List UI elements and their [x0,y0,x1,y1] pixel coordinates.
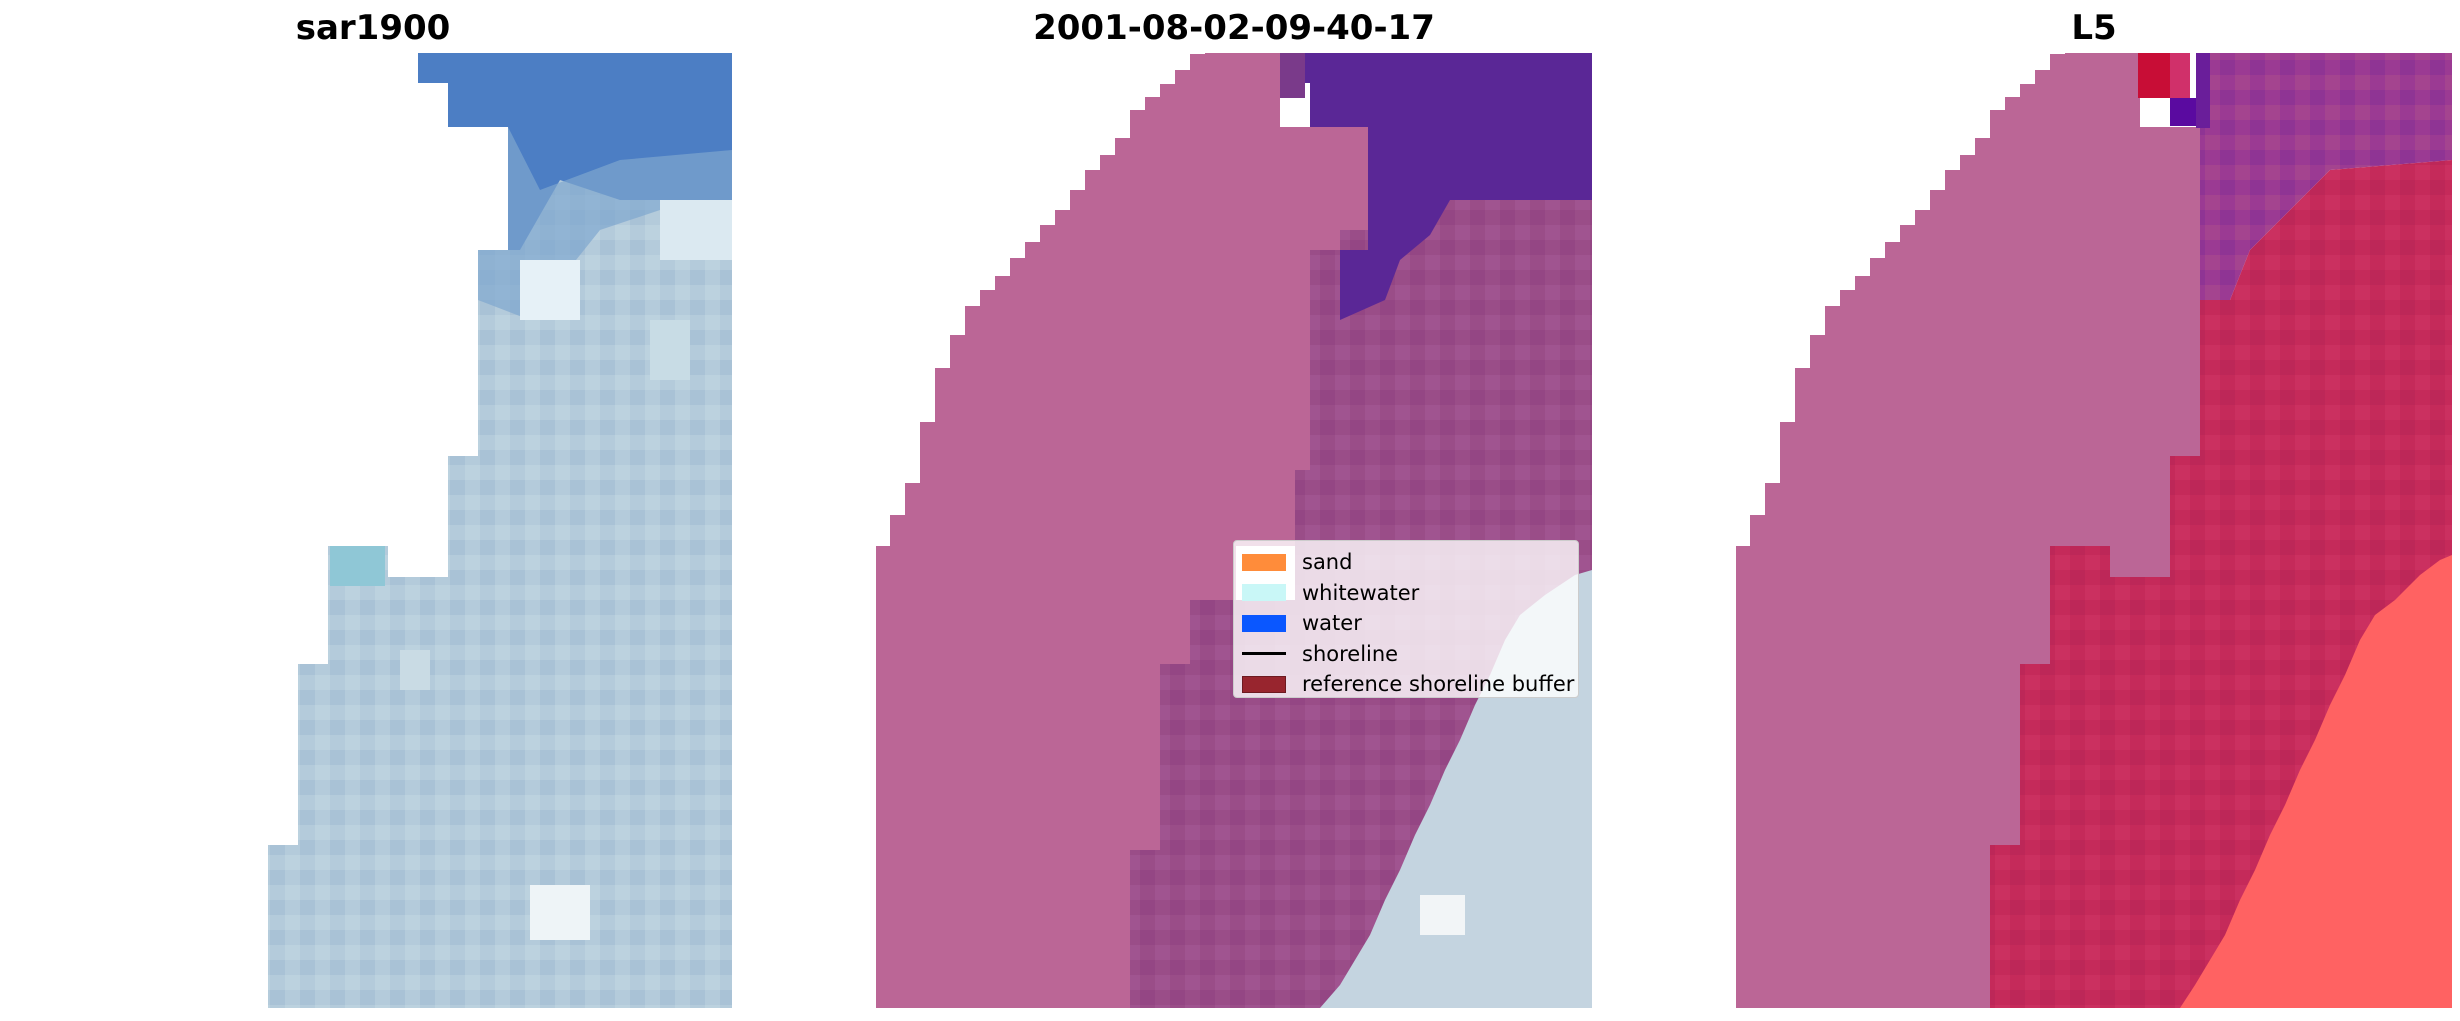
legend-item-sand: sand [1242,547,1570,578]
legend-item-water: water [1242,608,1570,639]
overlay-sand [876,53,1368,1008]
whitewater-swatch [1242,584,1286,602]
legend: sand whitewater water shoreline referenc… [1233,540,1579,698]
rgb-surf-zone [268,115,732,1008]
shoreline-line [1242,652,1286,656]
rgb-image [268,53,732,1008]
legend-label: whitewater [1302,580,1420,605]
legend-label: sand [1302,550,1353,575]
l5-salmon-zone [2180,555,2452,1008]
rgb-water-zone [418,53,732,250]
overlay-dark-purple [1280,53,1592,320]
legend-item-buffer: reference shoreline buffer [1242,669,1574,700]
classification-image [876,53,1592,1008]
legend-label: shoreline [1302,641,1399,666]
water-swatch [1242,614,1286,632]
l5-purple-zone [2200,53,2452,300]
legend-item-whitewater: whitewater [1242,578,1570,609]
sand-swatch [1242,553,1286,571]
panel-title-classification: 2001-08-02-09-40-17 [1033,8,1435,48]
legend-label: reference shoreline buffer [1302,672,1575,697]
legend-item-shoreline: shoreline [1242,639,1570,670]
l5-sand [1736,53,2200,1008]
panel-title-rgb: sar1900 [295,8,451,48]
buffer-swatch [1242,675,1286,693]
l5-image [1736,53,2452,1008]
panel-title-l5: L5 [2071,8,2117,48]
legend-label: water [1302,611,1362,636]
